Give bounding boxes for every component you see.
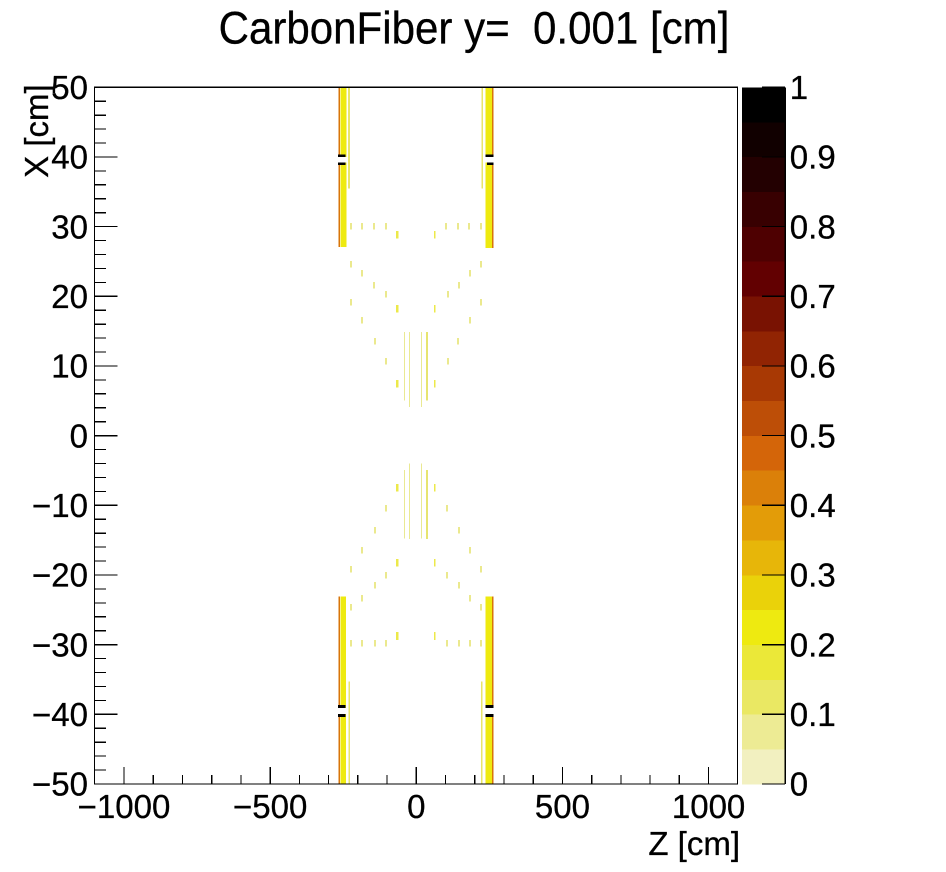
svg-text:40: 40 bbox=[51, 139, 88, 176]
svg-text:−20: −20 bbox=[32, 557, 88, 594]
svg-text:CarbonFiber y= 0.001 [cm]: CarbonFiber y= 0.001 [cm] bbox=[219, 4, 730, 54]
svg-text:0.6: 0.6 bbox=[790, 348, 836, 385]
svg-text:−50: −50 bbox=[32, 766, 88, 803]
svg-text:50: 50 bbox=[51, 69, 88, 106]
svg-text:−1000: −1000 bbox=[78, 788, 171, 825]
svg-text:0.8: 0.8 bbox=[790, 208, 836, 245]
svg-text:Z [cm]: Z [cm] bbox=[648, 825, 740, 862]
svg-text:30: 30 bbox=[51, 208, 88, 245]
svg-text:20: 20 bbox=[51, 278, 88, 315]
svg-text:0.5: 0.5 bbox=[790, 417, 836, 454]
svg-text:1000: 1000 bbox=[672, 788, 745, 825]
svg-text:−500: −500 bbox=[233, 788, 307, 825]
svg-text:0.9: 0.9 bbox=[790, 139, 836, 176]
svg-text:10: 10 bbox=[51, 348, 88, 385]
svg-text:−10: −10 bbox=[32, 487, 88, 524]
svg-text:−30: −30 bbox=[32, 626, 88, 663]
svg-text:−40: −40 bbox=[32, 696, 88, 733]
svg-text:0.7: 0.7 bbox=[790, 278, 836, 315]
svg-text:0: 0 bbox=[70, 417, 88, 454]
svg-text:X [cm]: X [cm] bbox=[18, 84, 55, 178]
svg-text:0.4: 0.4 bbox=[790, 487, 836, 524]
svg-text:0.3: 0.3 bbox=[790, 557, 836, 594]
svg-text:0: 0 bbox=[407, 788, 425, 825]
svg-text:0.1: 0.1 bbox=[790, 696, 836, 733]
svg-text:1: 1 bbox=[790, 69, 808, 106]
svg-text:0.2: 0.2 bbox=[790, 626, 836, 663]
svg-text:500: 500 bbox=[535, 788, 590, 825]
svg-text:0: 0 bbox=[790, 766, 808, 803]
